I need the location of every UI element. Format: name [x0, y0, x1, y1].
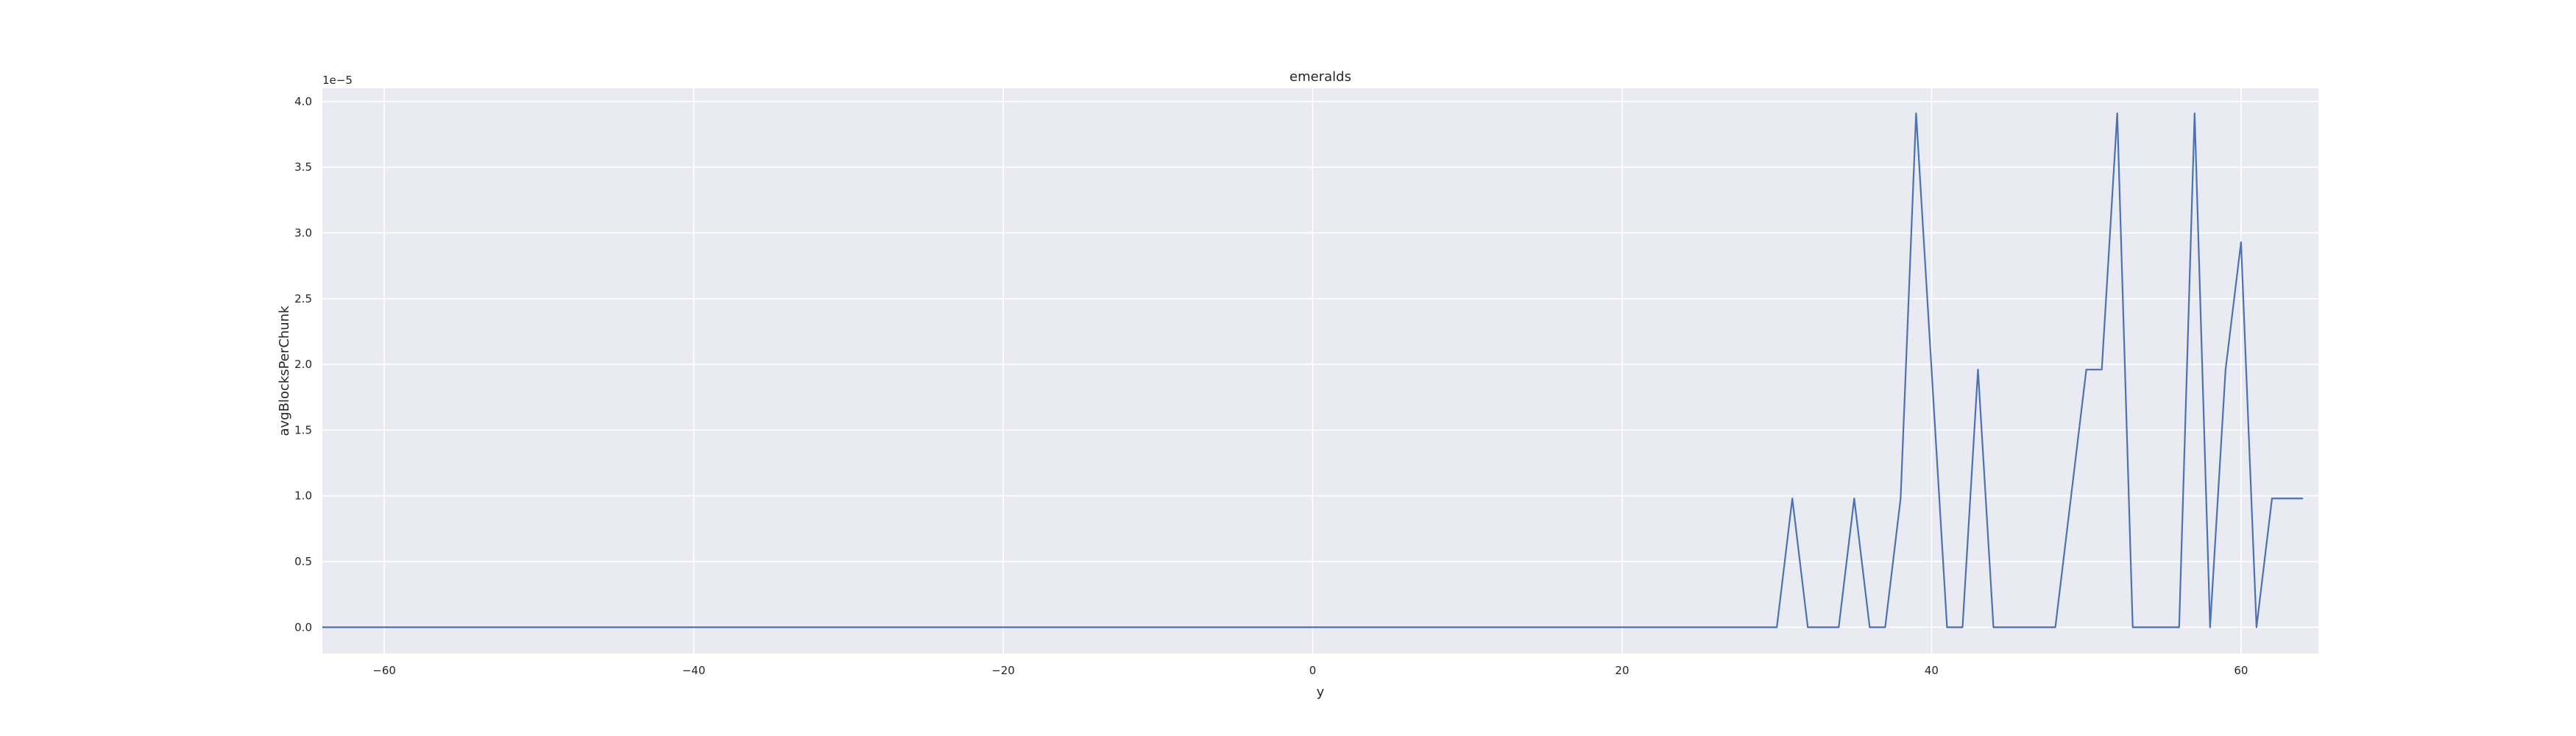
series-line	[322, 112, 2303, 629]
y-axis-label: avgBlocksPerChunk	[277, 305, 292, 436]
x-tick-label: −20	[991, 664, 1015, 677]
plot-area	[322, 88, 2318, 654]
y-tick-label: 4.0	[294, 95, 312, 108]
x-axis-ticks: −60 −40 −20 0 20 40 60	[372, 664, 2248, 677]
x-axis-label: y	[1317, 684, 1325, 700]
x-tick-label: 60	[2234, 664, 2248, 677]
y-tick-label: 1.0	[294, 489, 312, 503]
x-tick-label: 20	[1615, 664, 1629, 677]
x-tick-label: 0	[1309, 664, 1317, 677]
y-tick-label: 0.0	[294, 620, 312, 634]
y-tick-label: 2.5	[294, 292, 312, 305]
y-tick-label: 1.5	[294, 423, 312, 436]
y-axis-offset-text: 1e−5	[322, 74, 353, 87]
y-tick-label: 3.5	[294, 160, 312, 174]
y-tick-label: 3.0	[294, 226, 312, 239]
series-layer	[322, 112, 2303, 629]
chart-title: emeralds	[1289, 69, 1351, 85]
y-tick-label: 0.5	[294, 555, 312, 568]
x-tick-label: −40	[682, 664, 706, 677]
y-axis-ticks: 0.0 0.5 1.0 1.5 2.0 2.5 3.0 3.5 4.0	[294, 95, 312, 634]
y-tick-label: 2.0	[294, 358, 312, 371]
x-tick-label: 40	[1925, 664, 1939, 677]
x-tick-label: −60	[372, 664, 396, 677]
